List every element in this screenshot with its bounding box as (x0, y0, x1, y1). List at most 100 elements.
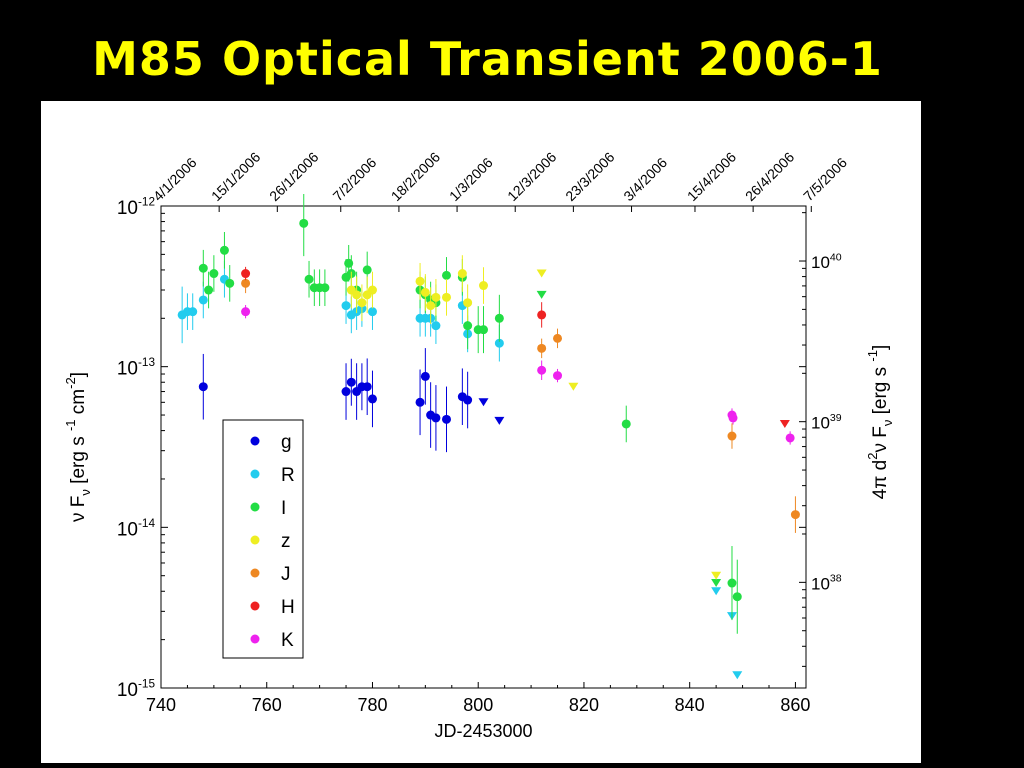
legend-label-R: R (281, 465, 295, 486)
top-tick-label-group: 12/3/2006 (504, 149, 560, 205)
upper-limit-I (711, 579, 722, 588)
upper-limit-R (711, 587, 722, 596)
y2-tick-label: 1039 (811, 412, 842, 433)
y2-tick-label: 1038 (811, 573, 842, 594)
top-tick-label: 1/3/2006 (446, 154, 496, 204)
upper-limit-I (536, 290, 547, 299)
data-point-z (420, 287, 430, 297)
legend-label-g: g (281, 432, 292, 453)
data-point-I (621, 419, 631, 429)
series-H (241, 266, 790, 428)
data-point-z (357, 298, 367, 308)
y-tick-label: 10-15 (117, 677, 156, 701)
data-point-g (463, 395, 473, 405)
x-tick-label: 860 (780, 695, 810, 715)
data-layer (177, 194, 800, 680)
chart-svg: 740 760 780 800 820 840 860 JD-2453000 10-15 10-1… (63, 149, 895, 741)
series-g (198, 348, 505, 453)
series-K (241, 305, 795, 445)
data-point-R (188, 307, 198, 317)
data-point-I (204, 285, 214, 295)
upper-limit-g (478, 398, 489, 407)
y2-axis-label-group: 4π d2ν Fν [erg s -1] (865, 345, 895, 500)
data-point-I (198, 263, 208, 273)
top-tick-label-group: 23/3/2006 (562, 149, 618, 205)
data-point-I (727, 578, 737, 588)
upper-limit-H (779, 419, 790, 428)
data-point-g (441, 414, 451, 424)
data-point-I (320, 283, 330, 293)
y-tick-label: 10-12 (117, 195, 155, 219)
upper-limit-z (536, 269, 547, 278)
data-point-I (494, 313, 504, 323)
data-point-J (790, 510, 800, 520)
data-point-K (728, 413, 738, 423)
data-point-g (341, 387, 351, 397)
data-point-J (241, 278, 251, 288)
y-axis-label: ν Fν [erg s -1 cm-2] (63, 372, 93, 522)
x-tick-label: 760 (252, 695, 282, 715)
top-tick-label-group: 15/1/2006 (208, 149, 264, 205)
top-tick-label: 15/1/2006 (208, 149, 264, 205)
y-tick-label: 10-14 (117, 517, 156, 541)
upper-limit-z (568, 382, 579, 391)
top-tick-label: 15/4/2006 (684, 149, 740, 205)
data-point-z (463, 298, 473, 308)
y-axis-label-group: ν Fν [erg s -1 cm-2] (63, 372, 93, 522)
legend-marker-g (250, 436, 260, 446)
top-tick-label: 3/4/2006 (620, 154, 670, 204)
top-tick-label: 12/3/2006 (504, 149, 560, 205)
data-point-I (344, 258, 354, 268)
top-tick-label-group: 26/1/2006 (266, 149, 322, 205)
data-point-z (479, 281, 488, 291)
data-point-I (219, 245, 229, 255)
data-point-z (441, 292, 451, 302)
slide-title: M85 Optical Transient 2006-1 (92, 32, 883, 86)
y2-tick-label: 1040 (811, 251, 842, 272)
top-tick-label-group: 7/2/2006 (330, 154, 380, 204)
data-point-R (341, 301, 351, 311)
data-point-z (352, 290, 362, 300)
top-tick-label: 7/2/2006 (330, 154, 380, 204)
data-point-R (367, 307, 377, 317)
data-point-K (553, 371, 563, 381)
legend-label-I: I (281, 498, 286, 519)
top-tick-label: 4/1/2006 (150, 154, 200, 204)
data-point-g (415, 397, 425, 407)
data-point-I (299, 218, 309, 228)
data-point-g (198, 382, 208, 392)
data-point-z (426, 301, 436, 311)
upper-limit-g (494, 416, 505, 425)
y2-axis-label: 4π d2ν Fν [erg s -1] (865, 345, 895, 500)
legend-box (222, 419, 304, 659)
legend-label-K: K (281, 630, 294, 651)
legend-label-H: H (281, 597, 295, 618)
data-point-I (225, 278, 235, 288)
data-point-I (362, 265, 372, 275)
data-point-J (553, 333, 563, 343)
legend-marker-z (250, 535, 260, 545)
top-tick-label-group: 26/4/2006 (742, 149, 798, 205)
data-point-I (463, 321, 473, 331)
data-point-I (479, 325, 488, 335)
x-tick-label: 780 (357, 695, 387, 715)
legend-label-J: J (281, 564, 291, 585)
x-tick-label: 800 (463, 695, 493, 715)
data-point-R (431, 321, 441, 331)
x-tick-label: 740 (146, 695, 176, 715)
data-point-g (420, 371, 430, 381)
data-point-g (362, 382, 372, 392)
series-J (241, 273, 800, 533)
data-point-z (457, 269, 467, 279)
data-point-z (367, 285, 377, 295)
top-tick-label: 26/4/2006 (742, 149, 798, 205)
data-point-K (537, 365, 547, 375)
top-tick-label-group: 1/3/2006 (446, 154, 496, 204)
x-axis-label: JD-2453000 (434, 721, 532, 741)
top-tick-label-group: 7/5/2006 (800, 154, 850, 204)
data-point-J (727, 431, 737, 441)
plot-panel: 740 760 780 800 820 840 860 JD-2453000 10-15 10-1… (41, 101, 921, 763)
legend-label-z: z (281, 531, 291, 552)
top-tick-label-group: 3/4/2006 (620, 154, 670, 204)
